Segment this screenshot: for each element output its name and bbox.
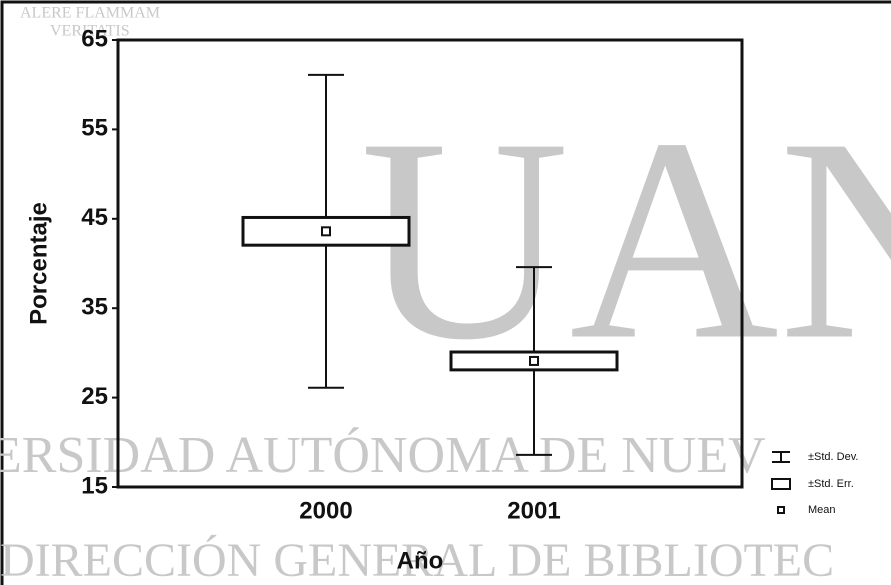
mean-marker [529, 355, 539, 366]
watermark: ALERE FLAMMAM [20, 5, 160, 22]
legend-se [771, 478, 791, 490]
y-tick-label: 35 [81, 294, 108, 321]
y-tick-label: 25 [81, 383, 108, 410]
watermark: UAN [360, 79, 891, 400]
legend-label: Mean [808, 504, 836, 516]
legend-label: ±Std. Dev. [808, 451, 858, 463]
y-tick-label: 65 [81, 25, 108, 52]
x-tick-label: 2001 [507, 497, 560, 524]
legend-label: ±Std. Err. [808, 478, 854, 490]
watermark: ERSIDAD AUTÓNOMA DE NUEV [0, 426, 766, 484]
legend-mean [777, 506, 785, 514]
x-tick-label: 2000 [299, 497, 352, 524]
y-tick-label: 45 [81, 204, 108, 231]
y-tick-label: 15 [81, 472, 108, 499]
y-tick-label: 55 [81, 115, 108, 142]
watermark: VERITATIS [50, 23, 130, 40]
y-axis-label: Porcentaje [25, 202, 52, 325]
se-box [241, 215, 411, 247]
x-axis-label: Año [397, 547, 444, 574]
watermark: DIRECCIÓN GENERAL DE BIBLIOTEC [0, 533, 834, 585]
mean-marker [321, 226, 331, 237]
plot-area [116, 38, 744, 489]
